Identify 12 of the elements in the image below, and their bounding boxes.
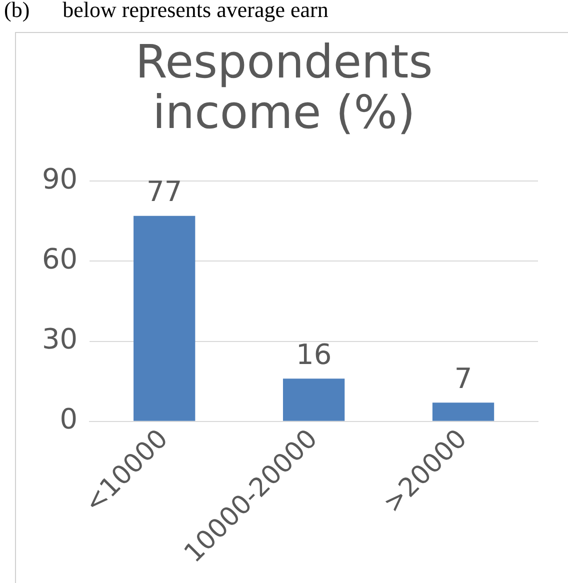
y-tick-label: 0 — [60, 402, 78, 436]
bar — [134, 216, 196, 421]
text: (b) below represents average earn — [4, 0, 328, 22]
data-label: 77 — [146, 175, 182, 208]
data-label: 16 — [296, 338, 332, 371]
y-tick-label: 60 — [42, 242, 78, 276]
bar — [282, 378, 345, 421]
bar — [432, 402, 494, 421]
chart-title: Respondents income (%) — [135, 34, 433, 139]
data-label: 7 — [454, 362, 472, 395]
y-tick-label: 90 — [42, 162, 78, 196]
y-tick-label: 30 — [42, 322, 78, 356]
